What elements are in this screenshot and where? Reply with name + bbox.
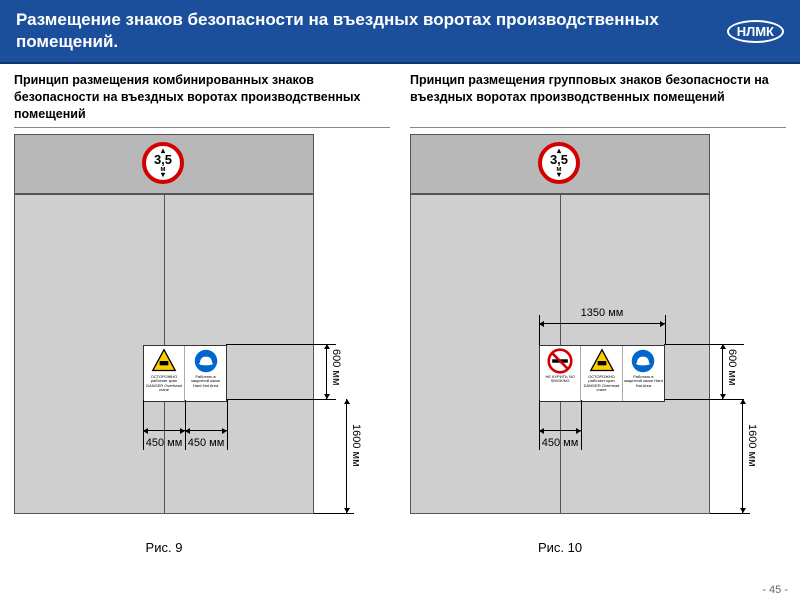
logo-nlmk: НЛМК	[727, 20, 784, 43]
right-column: Принцип размещения групповых знаков безо…	[410, 72, 786, 555]
sign-group-left: ОСТОРОЖНО работает кран DANGER Overhead …	[143, 345, 227, 402]
height-value: 3,5	[154, 153, 172, 166]
sign-text: Работать в защитной каске Hard Hat Area	[624, 375, 663, 388]
sign-group-right: НЕ КУРИТЬ NO SMOKING ОСТОРОЖНО работает …	[539, 345, 665, 402]
dim-1600-r: 1600 мм	[746, 424, 758, 467]
ext-line	[664, 344, 744, 345]
dim-line	[722, 344, 723, 399]
ext-line	[581, 400, 582, 450]
left-diagram: ▴ 3,5 м ▾ ОСТОРОЖНО работает кран DANGER…	[14, 134, 374, 534]
dim-450-1: 450 мм	[143, 437, 185, 449]
right-subtitle: Принцип размещения групповых знаков безо…	[410, 72, 786, 128]
dim-line	[326, 344, 327, 399]
ext-line	[226, 344, 336, 345]
content: Принцип размещения комбинированных знако…	[0, 64, 800, 555]
helmet-sign: Работать в защитной каске Hard Hat Area	[185, 346, 226, 401]
sign-text: Работать в защитной каске Hard Hat Area	[186, 375, 225, 388]
page-number: - 45 -	[762, 584, 788, 596]
sign-text: ОСТОРОЖНО работает кран DANGER Overhead …	[145, 375, 183, 393]
dim-line	[346, 399, 347, 513]
height-limit-sign: ▴ 3,5 м ▾	[142, 142, 184, 184]
fig-label-9: Рис. 9	[14, 540, 314, 555]
height-limit-sign: ▴ 3,5 м ▾	[538, 142, 580, 184]
dim-line	[539, 323, 665, 324]
dim-450-r: 450 мм	[539, 437, 581, 449]
dim-line	[539, 430, 581, 431]
ext-line	[226, 399, 336, 400]
fig-label-10: Рис. 10	[410, 540, 710, 555]
dim-line	[143, 430, 185, 431]
gate-panel: ОСТОРОЖНО работает кран DANGER Overhead …	[14, 194, 314, 514]
ext-line	[665, 315, 666, 345]
ext-line	[314, 513, 354, 514]
ext-line	[710, 513, 750, 514]
left-column: Принцип размещения комбинированных знако…	[14, 72, 390, 555]
warning-crane-sign: ОСТОРОЖНО работает кран DANGER Overhead …	[581, 346, 622, 401]
dim-600-r: 600 мм	[726, 349, 738, 386]
right-diagram: ▴ 3,5 м ▾ НЕ КУРИТЬ NO SMOKING ОСТОРОЖНО…	[410, 134, 770, 534]
ext-line	[539, 315, 540, 345]
dim-600: 600 мм	[330, 349, 342, 386]
height-value: 3,5	[550, 153, 568, 166]
header: Размещение знаков безопасности на въездн…	[0, 0, 800, 64]
sign-text: НЕ КУРИТЬ NO SMOKING	[541, 375, 579, 384]
dim-450-2: 450 мм	[185, 437, 227, 449]
sign-text: ОСТОРОЖНО работает кран DANGER Overhead …	[582, 375, 620, 393]
arrow-down-icon: ▾	[161, 173, 165, 177]
left-subtitle: Принцип размещения комбинированных знако…	[14, 72, 390, 128]
gate-panel: НЕ КУРИТЬ NO SMOKING ОСТОРОЖНО работает …	[410, 194, 710, 514]
arrow-down-icon: ▾	[557, 173, 561, 177]
ext-line	[664, 399, 744, 400]
dim-line	[742, 399, 743, 513]
dim-line	[185, 430, 227, 431]
ext-line	[227, 400, 228, 450]
helmet-sign: Работать в защитной каске Hard Hat Area	[623, 346, 664, 401]
no-smoking-sign: НЕ КУРИТЬ NO SMOKING	[540, 346, 581, 401]
dim-1350: 1350 мм	[539, 307, 665, 319]
dim-1600: 1600 мм	[350, 424, 362, 467]
page-title: Размещение знаков безопасности на въездн…	[16, 9, 727, 53]
warning-crane-sign: ОСТОРОЖНО работает кран DANGER Overhead …	[144, 346, 185, 401]
